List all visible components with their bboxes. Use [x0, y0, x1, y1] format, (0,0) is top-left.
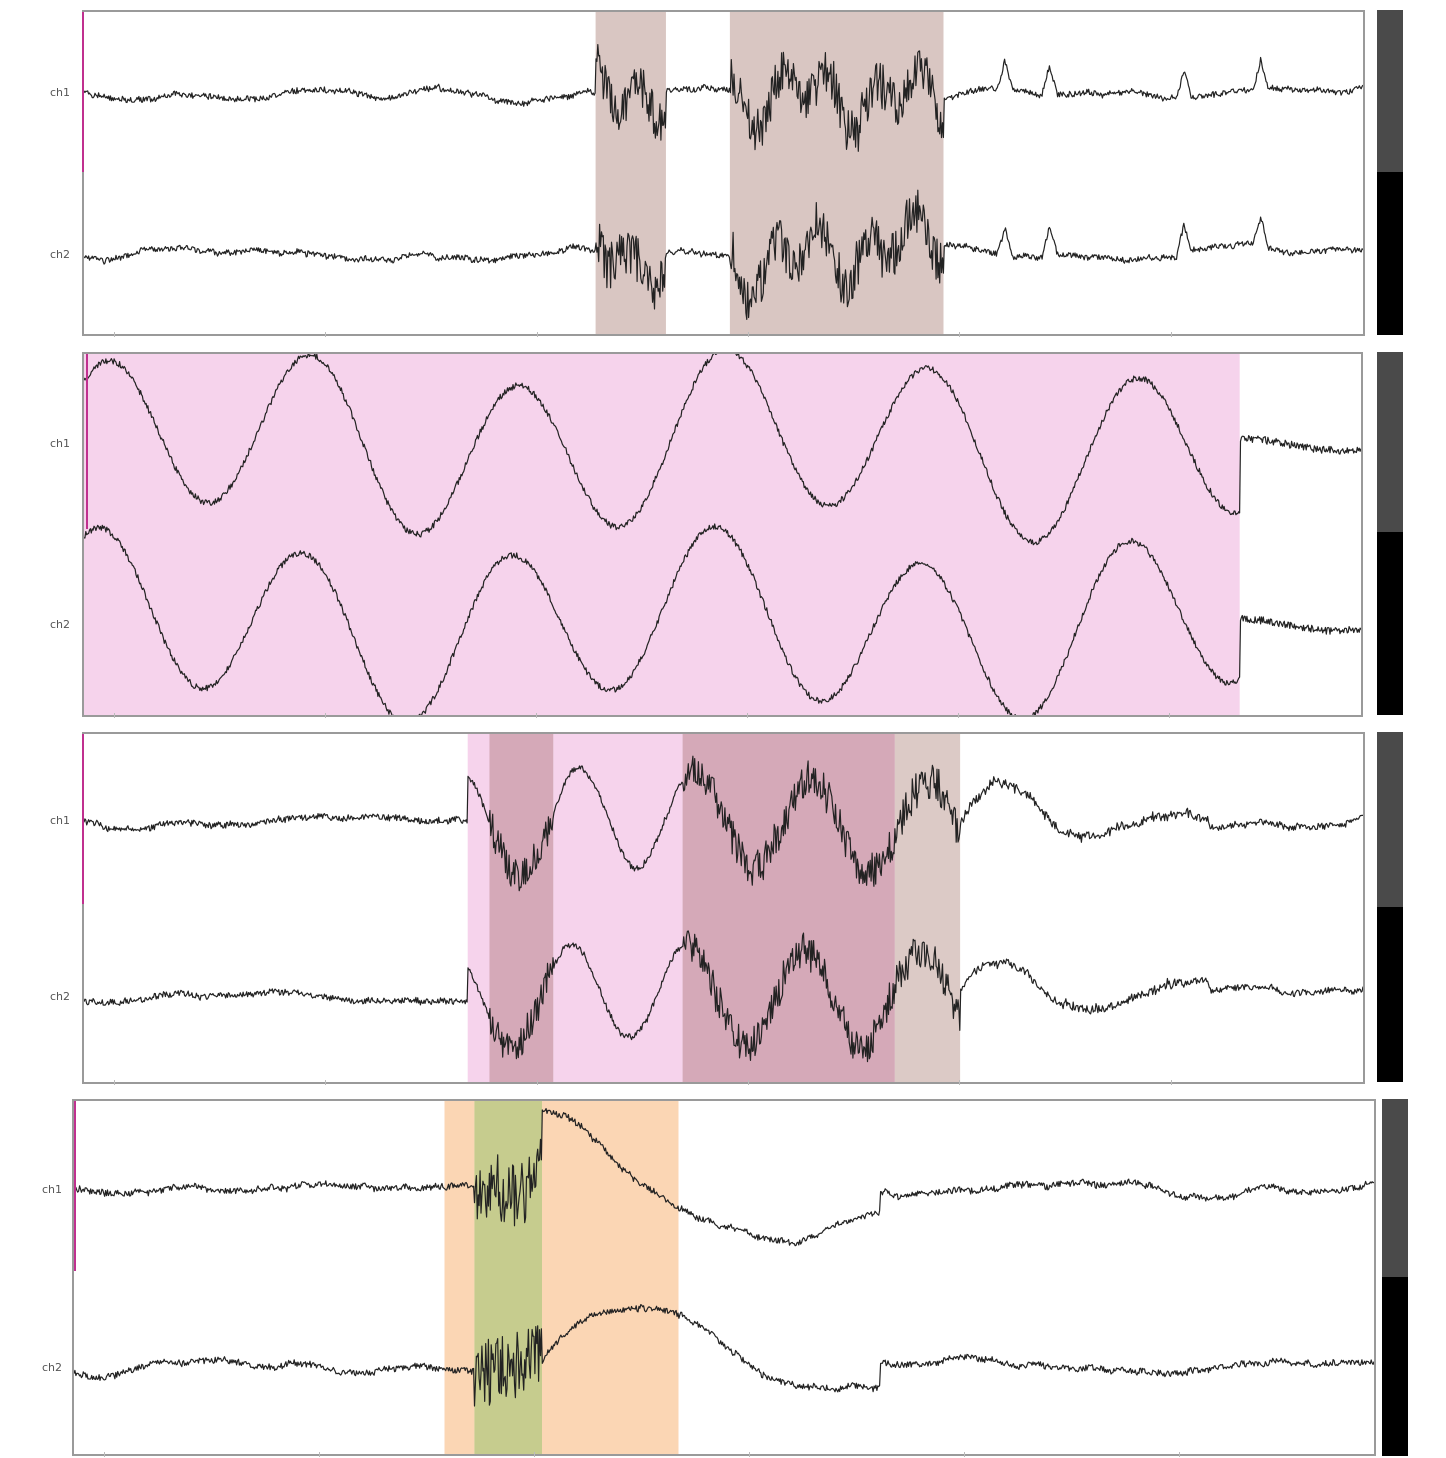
x-tick-2-5	[957, 713, 959, 718]
x-tick-2-2	[324, 713, 326, 718]
channel-label-1a: ch1	[49, 86, 70, 99]
trace-ch1-panel-1	[84, 43, 1363, 152]
side-indicator-4	[1382, 1099, 1408, 1456]
trace-ch1-panel-2	[84, 354, 1361, 546]
scale-bar-2	[86, 354, 88, 529]
scale-bar-4	[74, 1101, 76, 1271]
x-tick-2-3	[535, 713, 537, 718]
eeg-plot-3	[82, 732, 1365, 1084]
trace-ch2-panel-2	[84, 523, 1361, 715]
eeg-plot-2	[82, 352, 1363, 717]
scale-bar-1	[82, 12, 84, 172]
x-tick-4-4	[748, 1452, 750, 1457]
highlight-region-3-4	[682, 734, 895, 1082]
x-tick-4-3	[533, 1452, 535, 1457]
trace-ch2-panel-4	[74, 1304, 1374, 1407]
x-tick-3-5	[959, 1080, 961, 1085]
highlight-region-4-2	[474, 1101, 542, 1454]
scale-bar-3	[82, 734, 84, 904]
eeg-plot-4	[72, 1099, 1376, 1456]
x-tick-1-3	[536, 332, 538, 337]
channel-label-4a: ch1	[41, 1183, 62, 1196]
x-tick-3-3	[536, 1080, 538, 1085]
x-tick-1-6	[1170, 332, 1172, 337]
x-tick-4-2	[319, 1452, 321, 1457]
channel-label-4b: ch2	[41, 1361, 62, 1374]
x-tick-4-5	[963, 1452, 965, 1457]
channel-label-3a: ch1	[49, 814, 70, 827]
channel-label-2b: ch2	[49, 618, 70, 631]
side-indicator-3	[1377, 732, 1403, 1082]
x-tick-4-6	[1178, 1452, 1180, 1457]
eeg-plot-1	[82, 10, 1365, 336]
channel-label-3b: ch2	[49, 990, 70, 1003]
eeg-plot-svg-3	[84, 734, 1363, 1082]
trace-ch2-panel-1	[84, 189, 1363, 320]
highlight-region-2-1	[84, 354, 1240, 715]
trace-ch1-panel-3	[84, 755, 1363, 892]
highlight-region-3-3	[553, 734, 683, 1082]
channel-label-1b: ch2	[49, 248, 70, 261]
highlight-region-3-5	[894, 734, 961, 1082]
eeg-plot-svg-2	[84, 354, 1361, 715]
highlight-region-4-1	[444, 1101, 475, 1454]
highlight-region-3-2	[489, 734, 554, 1082]
x-tick-1-5	[959, 332, 961, 337]
x-tick-4-1	[104, 1452, 106, 1457]
trace-ch1-panel-4	[74, 1107, 1374, 1247]
x-tick-1-1	[113, 332, 115, 337]
side-indicator-1	[1377, 10, 1403, 335]
x-tick-3-1	[113, 1080, 115, 1085]
channel-label-2a: ch1	[49, 437, 70, 450]
x-tick-2-4	[746, 713, 748, 718]
x-tick-2-1	[113, 713, 115, 718]
x-tick-1-2	[325, 332, 327, 337]
eeg-plot-svg-1	[84, 12, 1363, 334]
x-tick-3-2	[325, 1080, 327, 1085]
x-tick-2-6	[1169, 713, 1171, 718]
highlight-region-3-1	[467, 734, 490, 1082]
highlight-region-4-3	[542, 1101, 679, 1454]
side-indicator-2	[1377, 352, 1403, 715]
x-tick-1-4	[747, 332, 749, 337]
trace-ch2-panel-3	[84, 930, 1363, 1063]
x-tick-3-6	[1170, 1080, 1172, 1085]
x-tick-3-4	[747, 1080, 749, 1085]
eeg-plot-svg-4	[74, 1101, 1374, 1454]
highlight-region-1-2	[729, 12, 944, 334]
